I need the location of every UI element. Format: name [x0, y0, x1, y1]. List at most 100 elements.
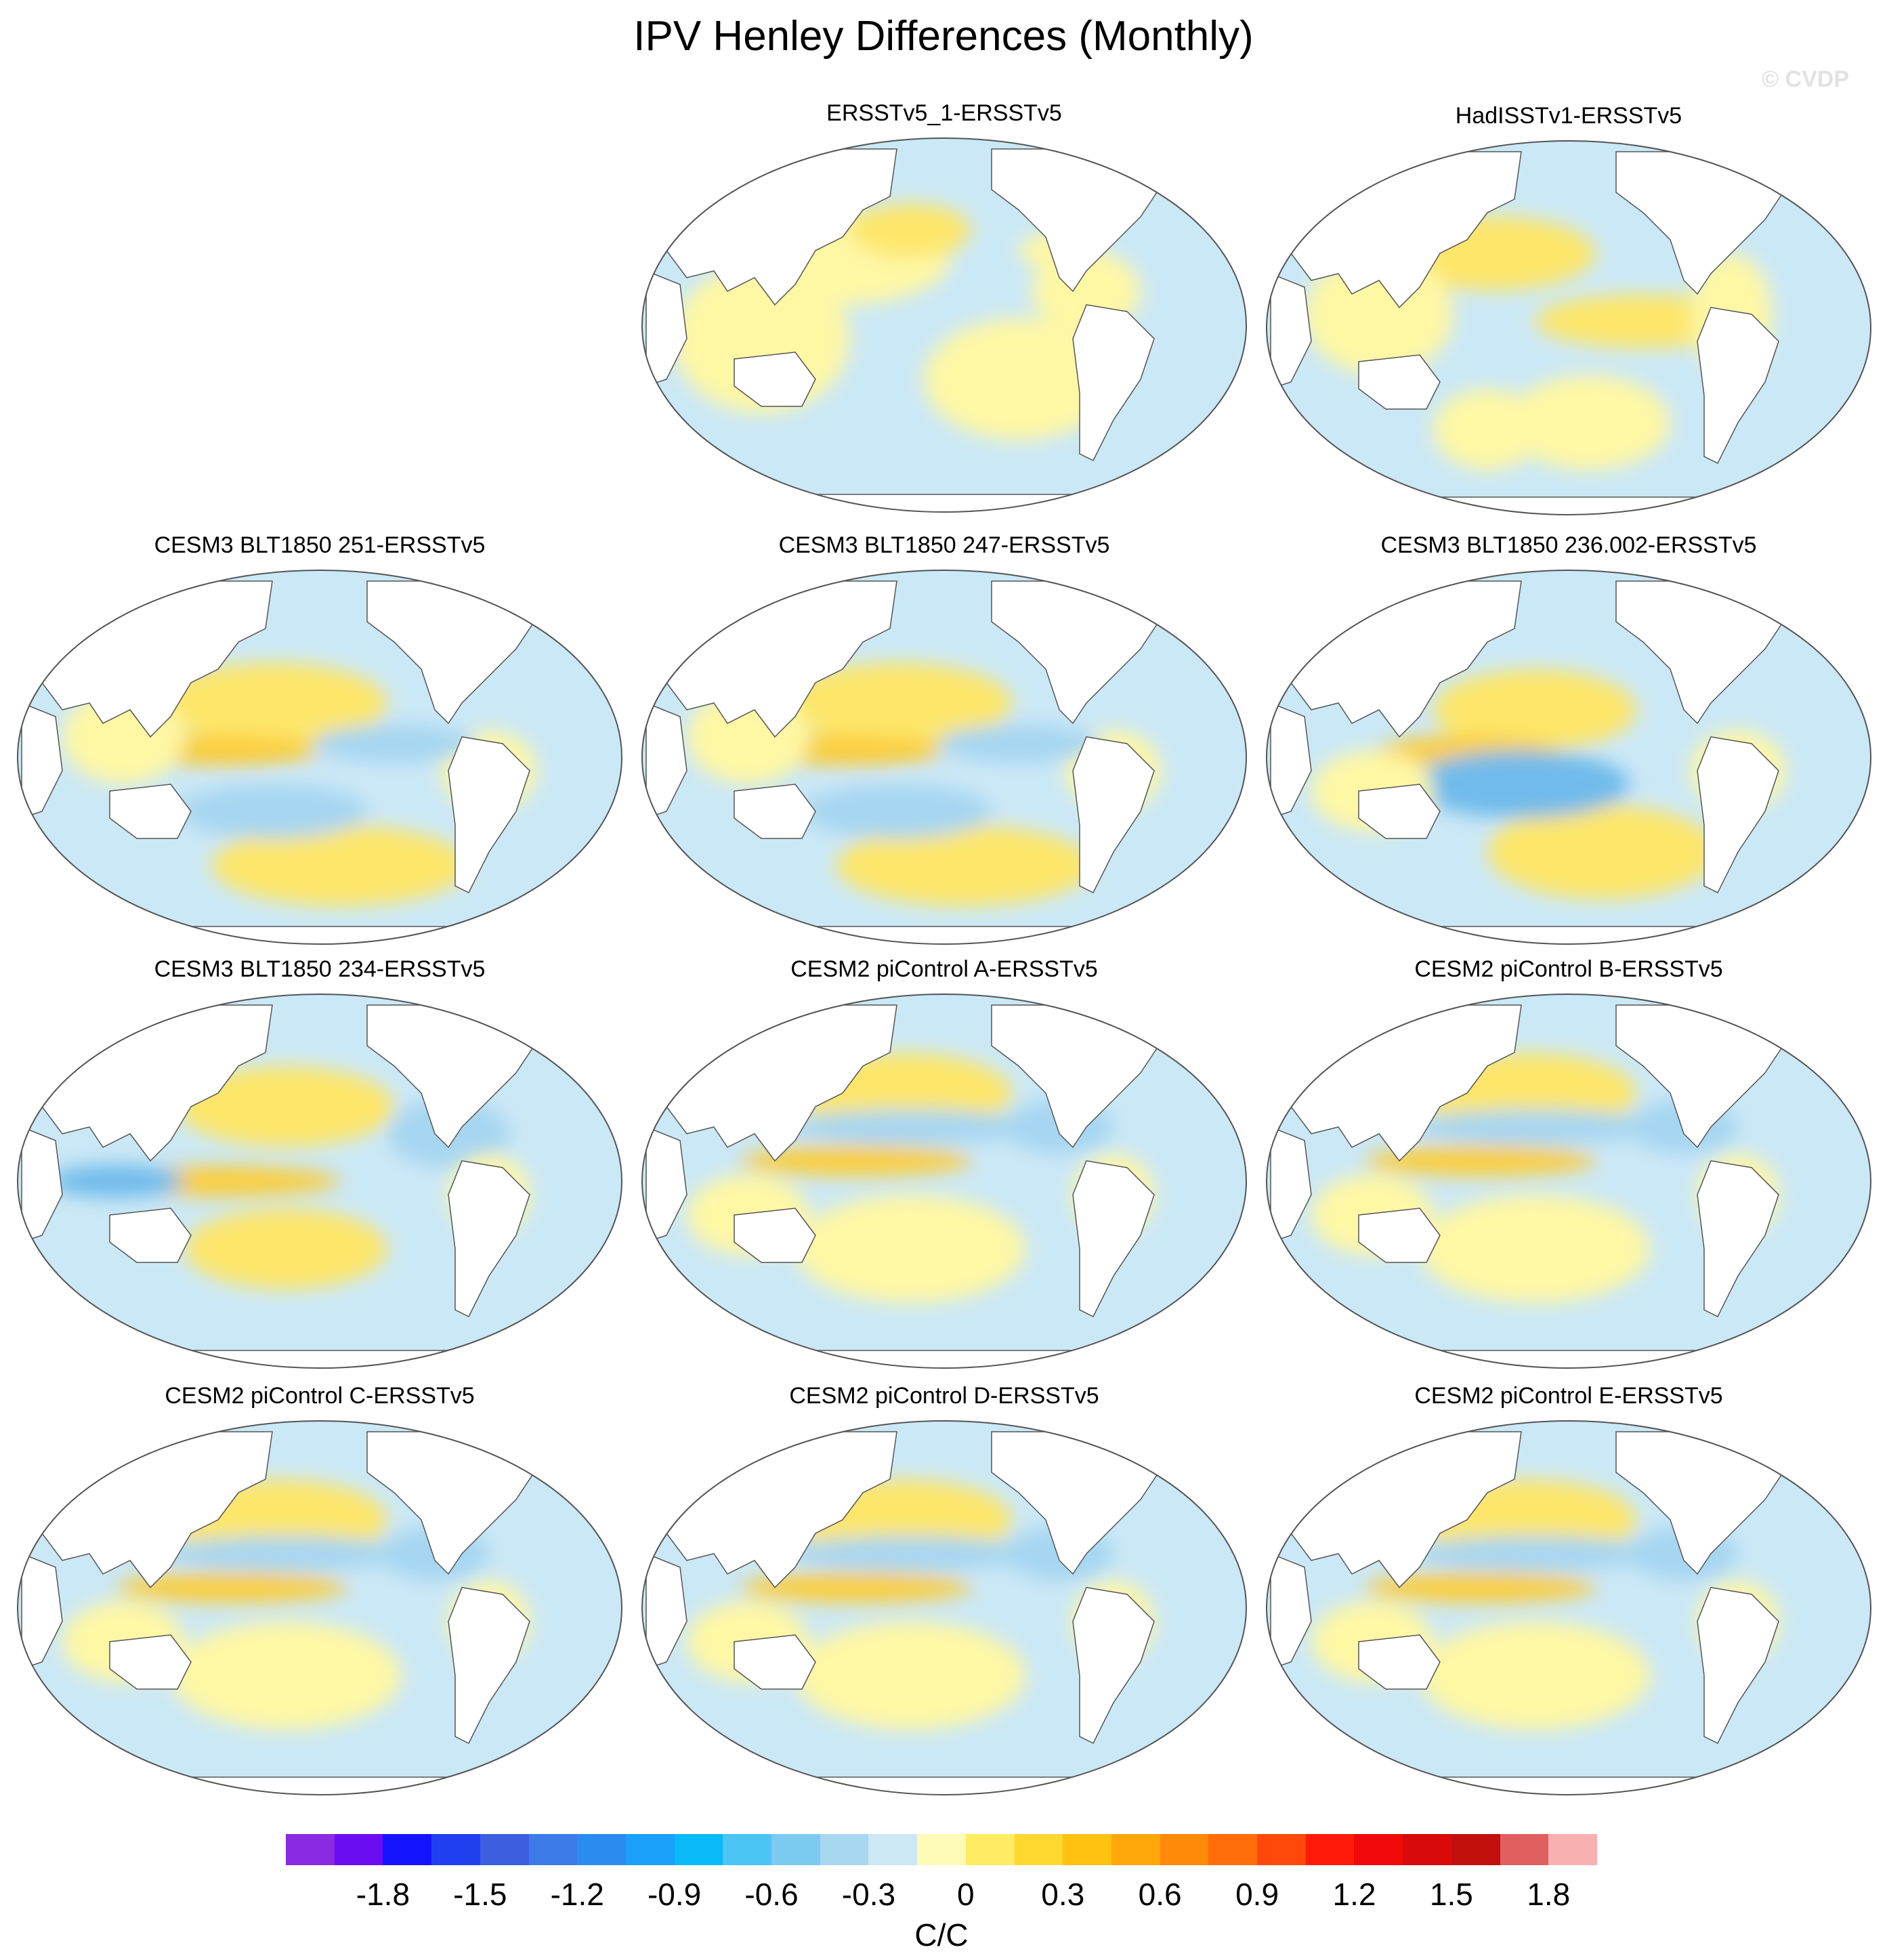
anomaly-region [795, 1195, 1025, 1303]
land-greenland [1805, 1430, 1854, 1480]
colorbar-box [431, 1834, 481, 1865]
land-australia [1358, 354, 1441, 410]
map-panel: CESM2 piControl C-ERSSTv5 [15, 1383, 624, 1803]
map-border [641, 994, 1247, 1369]
anomaly-region [937, 725, 1100, 763]
colorbar-box [480, 1834, 530, 1865]
anomaly-region [849, 203, 971, 257]
anomaly-region [1365, 1573, 1596, 1602]
land-south-america [1072, 1160, 1155, 1318]
anomaly-region [802, 784, 992, 838]
land-australia [734, 1634, 816, 1690]
anomaly-region [1413, 750, 1630, 818]
map-panel: CESM3 BLT1850 251-ERSSTv5 [15, 532, 624, 952]
land-south-america [1697, 307, 1779, 465]
land-greenland [556, 1004, 606, 1054]
land-australia [734, 1208, 816, 1263]
colorbar-box [1354, 1834, 1403, 1865]
panel-title: HadISSTv1-ERSSTv5 [1455, 103, 1682, 129]
anomaly-region [788, 1536, 1032, 1571]
map-border [1266, 570, 1871, 945]
anomaly-region [782, 662, 1012, 744]
anomaly-region [1420, 1195, 1650, 1303]
anomaly-region [924, 318, 1114, 440]
robinson-map [1266, 140, 1871, 515]
colorbar-box [334, 1834, 383, 1865]
colorbar-box [917, 1834, 967, 1865]
colorbar-box [286, 1834, 335, 1865]
robinson-map [17, 570, 622, 945]
robinson-map [17, 1420, 622, 1795]
anomaly-region [49, 1165, 184, 1197]
colorbar-tick-label: 1.2 [1332, 1877, 1376, 1912]
map-panel: CESM3 BLT1850 247-ERSSTv5 [639, 532, 1249, 952]
anomaly-region [1365, 1146, 1596, 1176]
colorbar-box [1160, 1834, 1209, 1865]
anomaly-region [177, 1066, 394, 1147]
anomaly-region [157, 662, 387, 744]
anomaly-region [795, 1621, 1025, 1730]
map-panel: CESM2 piControl B-ERSSTv5 [1264, 956, 1873, 1376]
land-australia [109, 1208, 192, 1263]
colorbar-box [965, 1834, 1015, 1865]
land-australia [1358, 784, 1441, 839]
robinson-map [1266, 1420, 1871, 1795]
colorbar-box [1451, 1834, 1501, 1865]
colorbar-tick-label: 0.3 [1041, 1877, 1085, 1912]
anomaly-region [184, 1208, 387, 1290]
colorbar-tick-label: 0.6 [1138, 1877, 1182, 1912]
colorbar-tick-label: -0.3 [841, 1877, 896, 1912]
anomaly-region [116, 1573, 347, 1602]
land-australia [109, 1634, 192, 1690]
anomaly-region [1433, 389, 1542, 470]
anomaly-region [788, 1109, 1032, 1145]
panel-title: CESM3 BLT1850 251-ERSSTv5 [154, 532, 486, 558]
panel-title: CESM3 BLT1850 234-ERSSTv5 [154, 956, 486, 982]
colorbar-tick-label: 1.5 [1429, 1877, 1473, 1912]
robinson-map [641, 994, 1247, 1369]
anomaly-region [1413, 1536, 1657, 1571]
colorbar-box [723, 1834, 772, 1865]
land-australia [734, 351, 816, 407]
colorbar-units: C/C [914, 1917, 969, 1953]
panel-title: CESM3 BLT1850 236.002-ERSSTv5 [1380, 532, 1757, 558]
map-panel: CESM2 piControl A-ERSSTv5 [639, 956, 1249, 1376]
map-border [1266, 994, 1871, 1369]
land-greenland [1181, 580, 1230, 630]
land-south-america [448, 736, 530, 894]
map-border [17, 994, 622, 1369]
colorbar-tick-label: -1.8 [356, 1877, 410, 1912]
land-south-america [1072, 1587, 1155, 1745]
map-border [641, 1420, 1247, 1795]
robinson-map [641, 1420, 1247, 1795]
colorbar-box [674, 1834, 723, 1865]
anomaly-region [211, 825, 469, 906]
colorbar-box [528, 1834, 578, 1865]
robinson-map [641, 137, 1247, 513]
colorbar-tick-label: 1.8 [1527, 1877, 1571, 1912]
colorbar-box [625, 1834, 675, 1865]
anomaly-contours [687, 662, 1161, 906]
colorbar-tick-label: -1.5 [453, 1877, 507, 1912]
anomaly-region [164, 1536, 408, 1571]
anomaly-region [1420, 1621, 1650, 1730]
land-greenland [1181, 1430, 1230, 1480]
robinson-map [641, 570, 1247, 945]
land-greenland [1805, 580, 1854, 630]
land-south-america [1697, 1160, 1779, 1318]
colorbar-tick-label: -1.2 [550, 1877, 604, 1912]
colorbar-box [771, 1834, 821, 1865]
anomaly-region [1413, 1109, 1657, 1145]
colorbar-box [1548, 1834, 1598, 1865]
panel-title: CESM2 piControl A-ERSSTv5 [790, 956, 1098, 982]
map-panel: ERSSTv5_1-ERSSTv5 [639, 100, 1249, 520]
panel-title: CESM2 piControl C-ERSSTv5 [165, 1383, 475, 1409]
land-south-america [1072, 736, 1155, 894]
colorbar-box [1208, 1834, 1258, 1865]
robinson-map [1266, 994, 1871, 1369]
map-border [641, 137, 1247, 513]
map-panel: CESM3 BLT1850 236.002-ERSSTv5 [1264, 532, 1873, 952]
land-greenland [1805, 150, 1854, 200]
land-south-america [448, 1587, 530, 1745]
anomaly-region [836, 825, 1093, 906]
